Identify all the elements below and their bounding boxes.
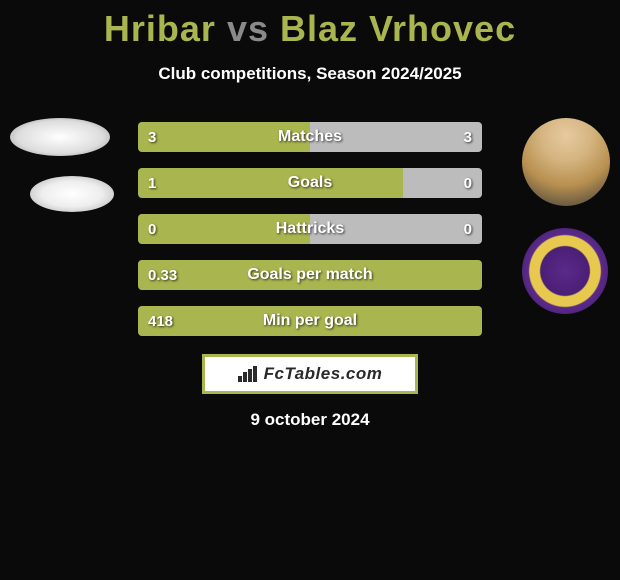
stat-bar-label: Min per goal <box>138 306 482 336</box>
right-avatar-column <box>522 118 610 334</box>
stat-bar-row: 00Hattricks <box>138 214 482 244</box>
footer-date: 9 october 2024 <box>0 410 620 430</box>
player2-name: Blaz Vrhovec <box>280 8 516 49</box>
stat-bar-row: 418Min per goal <box>138 306 482 336</box>
stat-bars-container: 33Matches 10Goals 00Hattricks 0.33Goals per… <box>138 122 482 352</box>
subtitle: Club competitions, Season 2024/2025 <box>0 64 620 84</box>
stat-bar-label: Hattricks <box>138 214 482 244</box>
left-avatar-column <box>10 118 114 232</box>
brand-box: FcTables.com <box>202 354 418 394</box>
stat-bar-row: 0.33Goals per match <box>138 260 482 290</box>
stat-bar-label: Goals per match <box>138 260 482 290</box>
player2-club-logo <box>522 228 608 314</box>
vs-text: vs <box>227 8 269 49</box>
bars-icon <box>238 366 258 382</box>
stat-bar-label: Goals <box>138 168 482 198</box>
player1-avatar <box>10 118 110 156</box>
stat-bar-row: 10Goals <box>138 168 482 198</box>
player1-name: Hribar <box>104 8 216 49</box>
player1-club-logo <box>30 176 114 212</box>
stat-bar-row: 33Matches <box>138 122 482 152</box>
player2-avatar <box>522 118 610 206</box>
comparison-title: Hribar vs Blaz Vrhovec <box>0 0 620 50</box>
brand-text: FcTables.com <box>264 364 383 384</box>
stat-bar-label: Matches <box>138 122 482 152</box>
